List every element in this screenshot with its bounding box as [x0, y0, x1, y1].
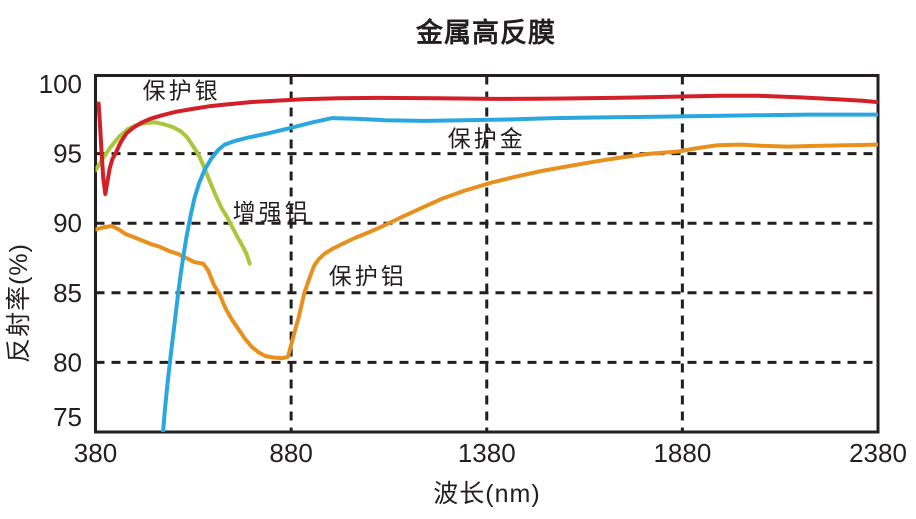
- chart-title: 金属高反膜: [415, 17, 556, 48]
- y-tick-label-80: 80: [53, 347, 82, 377]
- y-tick-label-100: 100: [39, 69, 82, 99]
- y-tick-label-90: 90: [53, 208, 82, 238]
- series-line-enhanced-aluminum: [95, 120, 252, 266]
- series-lines: [95, 93, 878, 432]
- series-line-protected-gold: [161, 112, 878, 432]
- y-tick-label-85: 85: [53, 278, 82, 308]
- curve-label-protected-aluminum: 保护铝: [329, 263, 407, 289]
- plot-frame: [94, 74, 880, 434]
- x-tick-label-2380: 2380: [849, 438, 907, 468]
- gridlines: [95, 75, 878, 432]
- y-tick-label-95: 95: [53, 139, 82, 169]
- x-axis-title: 波长(nm): [433, 480, 540, 508]
- curve-label-protected-gold: 保护金: [448, 125, 526, 151]
- x-tick-label-1380: 1380: [458, 438, 516, 468]
- x-axis-tick-labels: 380 880 1380 1880 2380: [74, 438, 907, 468]
- x-tick-label-380: 380: [74, 438, 117, 468]
- curve-label-enhanced-aluminum: 增强铝: [233, 199, 311, 225]
- curve-label-protected-silver: 保护银: [143, 77, 221, 103]
- y-axis-title: 反射率(%): [5, 243, 33, 363]
- series-line-protected-aluminum: [95, 142, 878, 361]
- x-tick-label-880: 880: [269, 438, 312, 468]
- series-line-protected-silver: [96, 93, 878, 196]
- y-tick-label-75: 75: [53, 402, 82, 432]
- y-axis-tick-labels: 100 95 90 85 80 75: [39, 69, 82, 432]
- x-tick-label-1880: 1880: [653, 438, 711, 468]
